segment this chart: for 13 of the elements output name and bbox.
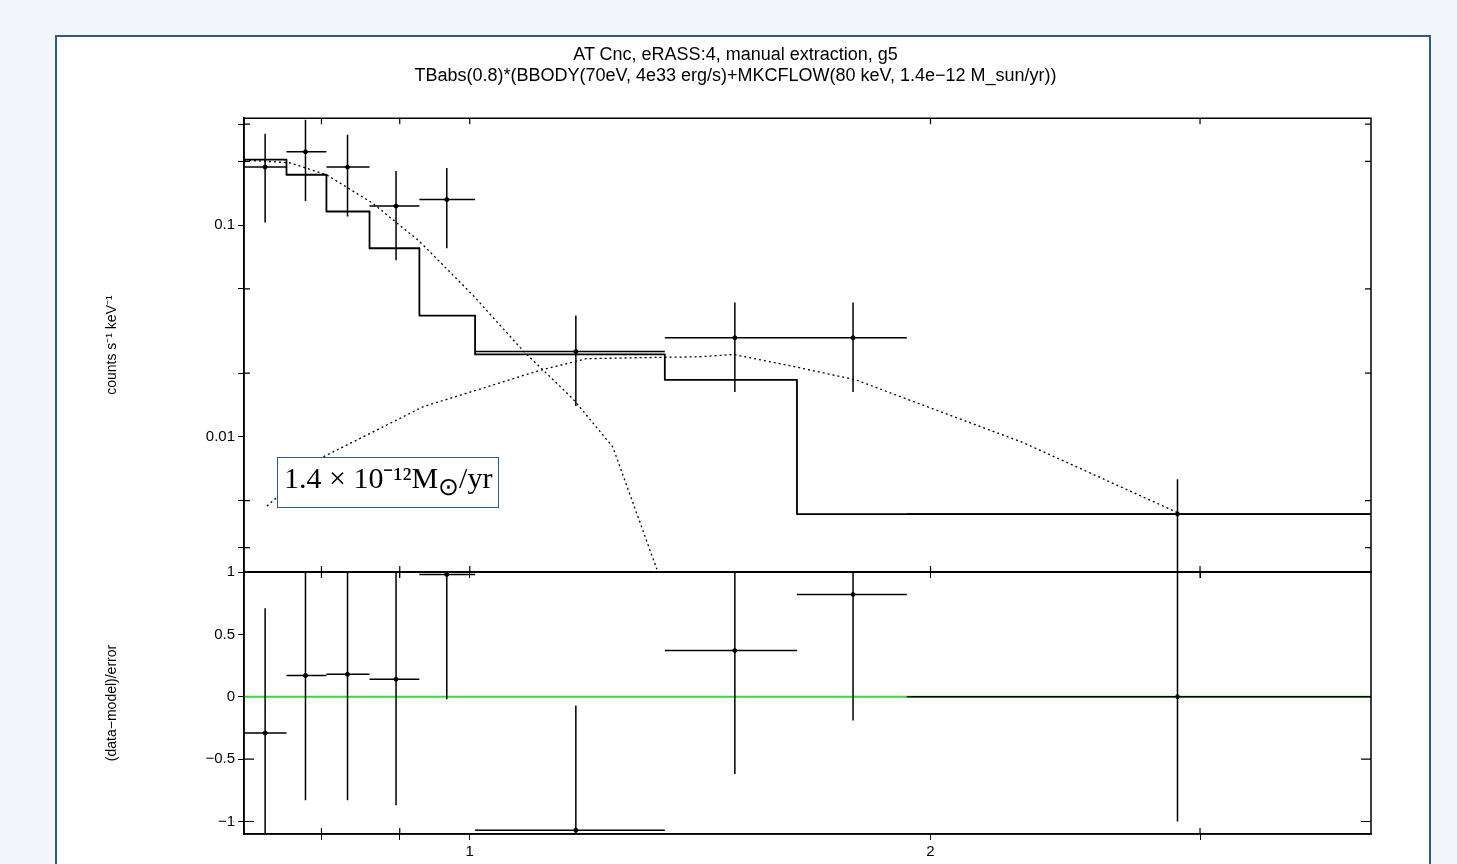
y-tick-label: −1 [217, 811, 235, 829]
y-tick-label: 1 [226, 562, 235, 580]
y-tick-label: 0 [226, 686, 235, 704]
y-tick-label: 0.01 [205, 427, 235, 445]
y-axis-title: counts s⁻¹ keV⁻¹ [103, 295, 120, 395]
chart-title: AT Cnc, eRASS:4, manual extraction, g5 [573, 43, 898, 64]
y-tick-label: −0.5 [205, 749, 235, 767]
y-tick-label: 0.5 [214, 624, 235, 642]
chart-subtitle: TBabs(0.8)*(BBODY(70eV, 4e33 erg/s)+MKCFLOW(80 keV, 1.4e−12 M_sun/yr)) [414, 65, 1057, 87]
x-tick-label: 2 [926, 842, 935, 860]
annotation: 1.4 × 10⁻¹²M$_{⊙}$/yr [277, 457, 500, 508]
y-axis-title: (data−model)/error [103, 644, 120, 762]
y-tick-label: 0.1 [214, 215, 235, 233]
